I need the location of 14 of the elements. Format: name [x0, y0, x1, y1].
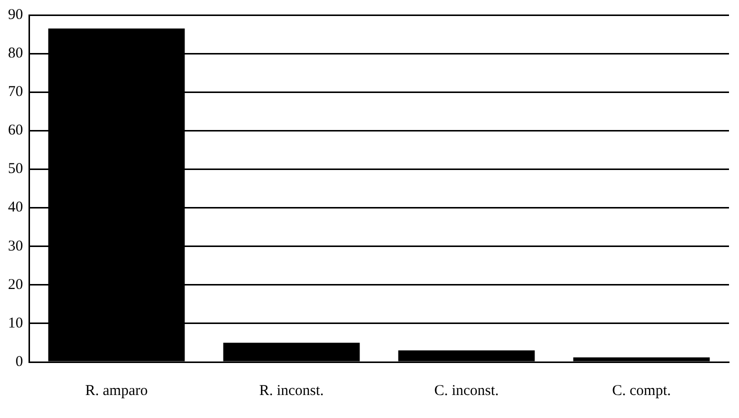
y-tick-label: 10 [8, 315, 23, 332]
x-tick-label: C. compt. [612, 382, 671, 399]
y-tick-label: 80 [8, 45, 23, 62]
y-tick-label: 60 [8, 122, 23, 139]
y-tick-label: 20 [8, 276, 23, 293]
y-tick-label: 90 [8, 6, 23, 23]
y-tick-label: 30 [8, 238, 23, 254]
x-tick-label: C. inconst. [434, 382, 499, 399]
y-tick-label: 40 [8, 200, 23, 216]
x-tick-label: R. amparo [85, 382, 148, 399]
y-tick-label: 70 [8, 84, 23, 100]
y-tick-label: 0 [16, 354, 23, 370]
x-tick-label: R. inconst. [259, 382, 324, 399]
y-tick-label: 50 [8, 161, 23, 178]
